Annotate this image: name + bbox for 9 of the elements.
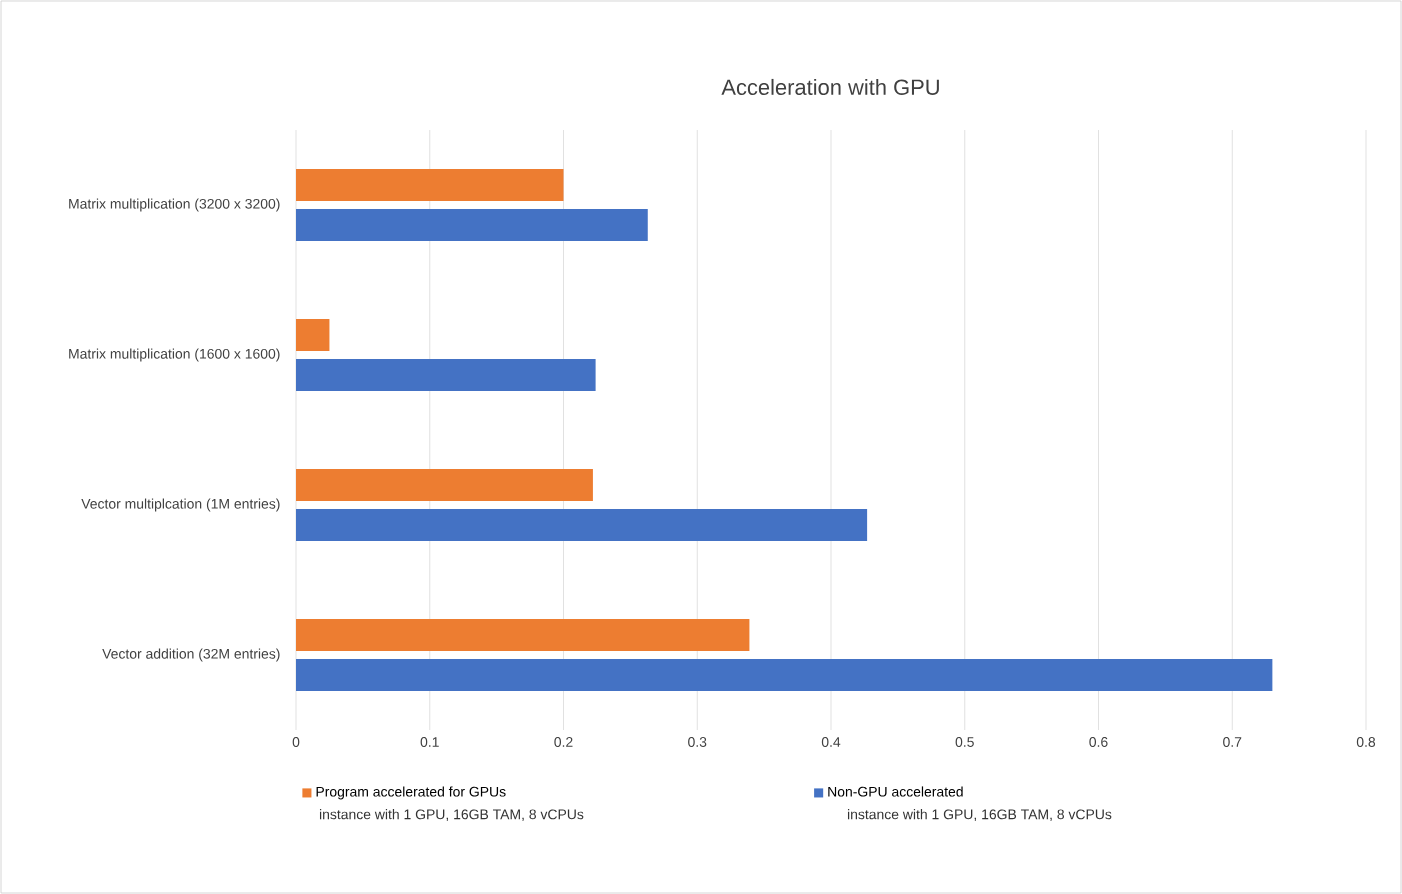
bar bbox=[296, 209, 648, 242]
bar bbox=[296, 619, 750, 652]
chart-title: Acceleration with GPU bbox=[721, 78, 939, 96]
bar bbox=[296, 659, 1273, 692]
bar bbox=[296, 469, 593, 502]
bar bbox=[296, 359, 596, 392]
bar bbox=[296, 319, 330, 352]
bar bbox=[296, 169, 564, 202]
bar bbox=[296, 509, 868, 542]
